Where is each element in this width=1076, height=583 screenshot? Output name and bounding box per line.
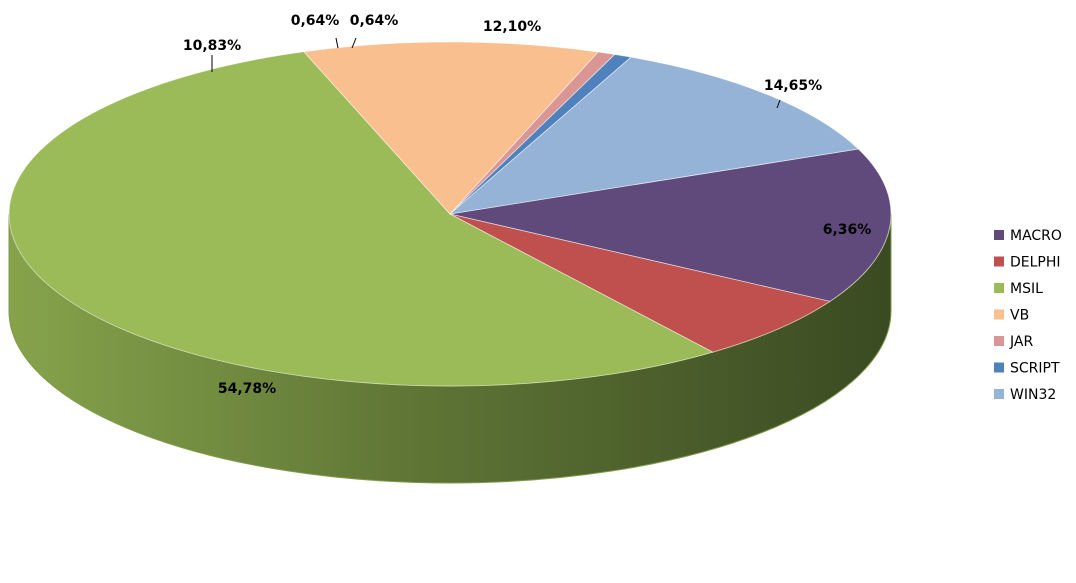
legend-label-vb: VB xyxy=(1010,308,1029,324)
data-label-script: 0,64% xyxy=(350,13,399,29)
data-label-macro: 14,65% xyxy=(764,78,822,94)
legend-swatch-msil xyxy=(994,283,1004,293)
legend-item-win32: WIN32 xyxy=(994,387,1056,403)
pie-slice-win32 xyxy=(448,56,860,215)
data-label-delphi: 6,36% xyxy=(823,222,872,238)
leader-lines xyxy=(211,37,781,109)
data-label-msil: 54,78% xyxy=(218,381,276,397)
legend-swatch-macro xyxy=(994,230,1004,240)
legend-label-jar: JAR xyxy=(1009,334,1033,350)
leader-line-jar xyxy=(335,37,339,49)
legend-label-delphi: DELPHI xyxy=(1010,255,1061,271)
pie-slice-macro xyxy=(449,148,892,302)
legend-swatch-jar xyxy=(994,336,1004,346)
legend-label-script: SCRIPT xyxy=(1010,361,1060,377)
pie-slice-msil xyxy=(8,51,714,387)
legend-label-win32: WIN32 xyxy=(1010,387,1056,403)
legend-item-macro: MACRO xyxy=(994,228,1062,244)
legend-item-delphi: DELPHI xyxy=(994,255,1061,271)
pie-top xyxy=(8,41,892,387)
legend-swatch-delphi xyxy=(994,256,1004,267)
pie-slice-delphi xyxy=(449,213,831,353)
legend-swatch-vb xyxy=(994,309,1004,320)
leader-line-macro xyxy=(776,99,781,109)
legend-item-jar: JAR xyxy=(994,334,1033,350)
legend-label-msil: MSIL xyxy=(1010,281,1043,297)
legend-item-script: SCRIPT xyxy=(994,361,1060,377)
legend-label-macro: MACRO xyxy=(1010,228,1062,244)
legend-swatch-win32 xyxy=(994,389,1004,399)
data-label-vb: 10,83% xyxy=(183,38,241,54)
data-label-jar: 0,64% xyxy=(291,13,340,29)
legend: MACRO DELPHI MSIL VB JAR SCRIPT WIN32 xyxy=(994,228,1062,403)
legend-item-msil: MSIL xyxy=(994,281,1043,297)
leader-line-script xyxy=(351,37,357,49)
data-label-win32: 12,10% xyxy=(483,19,541,35)
pie-slice-vb xyxy=(303,41,599,215)
legend-swatch-script xyxy=(994,362,1004,373)
data-labels: 14,65% 6,36% 54,78% 10,83% 0,64% 0,64% 12,10% xyxy=(183,13,871,397)
legend-item-vb: VB xyxy=(994,308,1029,324)
